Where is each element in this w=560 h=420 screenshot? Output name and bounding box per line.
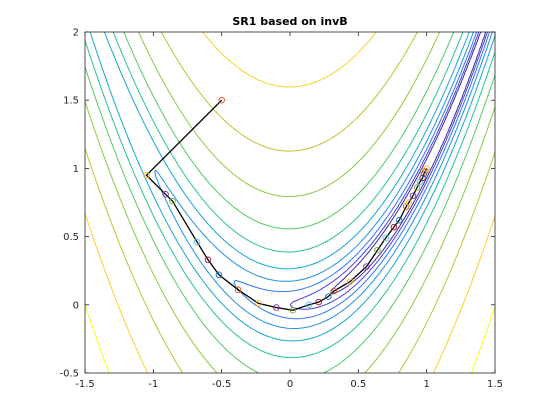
iterate-marker xyxy=(423,165,430,172)
contour-line xyxy=(85,304,495,373)
iterate-marker xyxy=(315,298,322,306)
contour-line xyxy=(85,32,495,359)
iterate-marker xyxy=(363,263,370,270)
axes-background xyxy=(85,32,495,373)
contour-line xyxy=(85,32,495,373)
y-tick-label: 1 xyxy=(73,164,79,175)
contour-line xyxy=(154,32,493,329)
iterate-marker xyxy=(204,256,212,264)
contour-line xyxy=(89,32,495,342)
iterate-marker xyxy=(234,286,242,294)
iterate-path-line xyxy=(145,99,428,311)
axis-ticks: -1.5 -1 -0.5 0 0.5 1 1.5 -0.5 0 0.5 1 1.5 2 xyxy=(59,28,502,391)
iterate-marker xyxy=(325,293,332,300)
iterate-markers xyxy=(143,96,430,314)
x-tick-label: 1.5 xyxy=(487,379,503,390)
contour-lines xyxy=(85,32,495,373)
iterate-marker xyxy=(218,96,225,104)
y-tick-label: 2 xyxy=(73,28,79,39)
y-tick-label: 0.5 xyxy=(63,232,79,243)
iterate-marker xyxy=(193,238,201,246)
iterate-marker xyxy=(169,197,176,205)
iterate-marker xyxy=(215,271,223,279)
x-tick-label: -1 xyxy=(148,379,158,390)
iterate-marker xyxy=(405,199,413,206)
y-tick-label: 1.5 xyxy=(63,96,79,107)
contour-line xyxy=(85,32,495,373)
iterate-marker xyxy=(409,192,417,199)
contour-line xyxy=(85,32,495,373)
iterate-marker xyxy=(273,304,280,311)
iterate-marker xyxy=(143,171,150,179)
iterate-marker xyxy=(382,234,389,242)
y-tick-label: -0.5 xyxy=(59,369,79,380)
iterate-marker xyxy=(255,300,262,307)
x-tick-label: 1 xyxy=(423,379,429,390)
x-tick-label: -1.5 xyxy=(75,379,95,390)
iterate-marker xyxy=(390,223,398,231)
iterate-path xyxy=(145,99,428,311)
x-tick-label: -0.5 xyxy=(212,379,232,390)
iterate-marker xyxy=(413,184,421,191)
iterate-marker xyxy=(289,307,296,314)
iterate-marker xyxy=(346,278,354,285)
y-tick-label: 0 xyxy=(73,300,79,311)
x-tick-label: 0.5 xyxy=(350,379,366,390)
x-tick-label: 0 xyxy=(287,379,293,390)
iterate-marker xyxy=(305,301,313,309)
iterate-marker xyxy=(396,216,403,224)
iterate-marker xyxy=(374,246,381,254)
iterate-marker xyxy=(419,174,426,182)
contour-line xyxy=(233,32,491,320)
iterate-marker xyxy=(162,191,169,198)
chart-title: SR1 based on invB xyxy=(232,15,347,28)
contour-line xyxy=(85,32,495,373)
iterate-marker xyxy=(330,287,337,295)
